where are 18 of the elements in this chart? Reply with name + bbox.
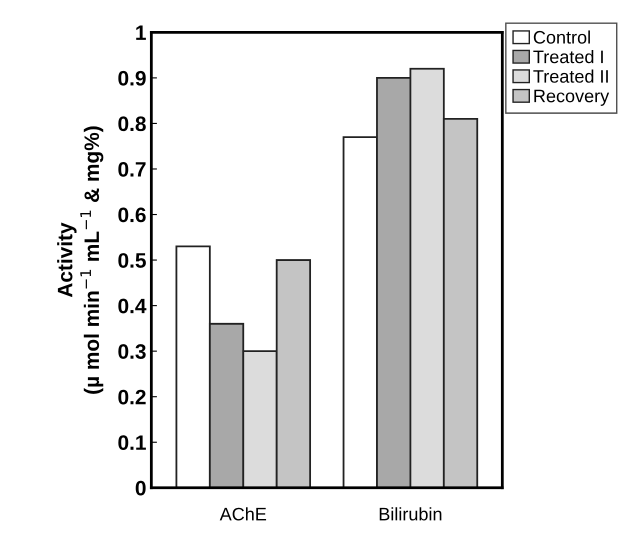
x-tick-label: AChE xyxy=(220,507,266,520)
y-tick-label: 0.2 xyxy=(118,390,146,404)
legend-label: Treated I xyxy=(533,50,603,64)
y-tick-label: 0.7 xyxy=(118,162,146,177)
y-tick-label: 0.8 xyxy=(118,116,146,132)
x-tick-label: Bilirubin xyxy=(380,507,442,520)
y-tick-label: 1 xyxy=(136,26,146,40)
legend-label: Treated II xyxy=(533,70,608,83)
y-axis-title: Activity (µ mol min$^{−1}$ mL$^{−1}$ & mg%) xyxy=(57,126,104,394)
y-tick-label: 0.3 xyxy=(118,344,146,359)
y-tick-label: 0.5 xyxy=(118,253,146,268)
legend-label: Recovery xyxy=(534,90,610,106)
y-tick-label: 0.6 xyxy=(118,208,146,222)
legend-label: Control xyxy=(534,30,590,44)
y-tick-label: 0.1 xyxy=(118,435,146,450)
y-tick-label: 0.9 xyxy=(118,70,146,86)
y-tick-label: 0.4 xyxy=(118,298,146,314)
y-tick-label: 0 xyxy=(136,480,146,496)
